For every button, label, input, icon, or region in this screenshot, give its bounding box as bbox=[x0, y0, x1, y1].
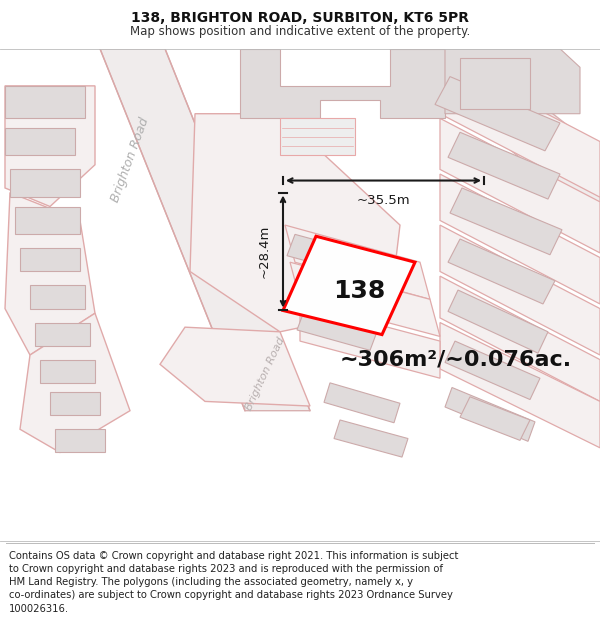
Polygon shape bbox=[292, 271, 375, 313]
Polygon shape bbox=[297, 309, 378, 351]
Polygon shape bbox=[445, 341, 540, 399]
Text: Brighton Road: Brighton Road bbox=[109, 116, 151, 204]
Polygon shape bbox=[5, 86, 95, 206]
Text: 138, BRIGHTON ROAD, SURBITON, KT6 5PR: 138, BRIGHTON ROAD, SURBITON, KT6 5PR bbox=[131, 11, 469, 25]
Polygon shape bbox=[20, 313, 130, 452]
Polygon shape bbox=[448, 132, 560, 199]
Polygon shape bbox=[450, 188, 562, 255]
Polygon shape bbox=[20, 248, 80, 271]
Polygon shape bbox=[285, 225, 430, 299]
Polygon shape bbox=[445, 49, 580, 114]
Polygon shape bbox=[50, 392, 100, 416]
Polygon shape bbox=[5, 192, 95, 355]
Text: Map shows position and indicative extent of the property.: Map shows position and indicative extent… bbox=[130, 25, 470, 38]
Polygon shape bbox=[440, 276, 600, 401]
Polygon shape bbox=[55, 429, 105, 452]
Text: ~28.4m: ~28.4m bbox=[258, 225, 271, 278]
Polygon shape bbox=[280, 118, 355, 156]
Text: Brighton Road: Brighton Road bbox=[244, 336, 286, 412]
Polygon shape bbox=[5, 127, 75, 156]
Text: ~306m²/~0.076ac.: ~306m²/~0.076ac. bbox=[340, 349, 572, 369]
Polygon shape bbox=[300, 304, 440, 378]
Polygon shape bbox=[283, 236, 415, 334]
Polygon shape bbox=[160, 327, 310, 406]
Polygon shape bbox=[390, 49, 600, 225]
Polygon shape bbox=[40, 359, 95, 383]
Polygon shape bbox=[100, 49, 310, 411]
Polygon shape bbox=[190, 114, 400, 332]
Polygon shape bbox=[445, 388, 535, 441]
Polygon shape bbox=[10, 169, 80, 198]
Polygon shape bbox=[440, 225, 600, 355]
Polygon shape bbox=[334, 420, 408, 457]
Polygon shape bbox=[435, 77, 560, 151]
Polygon shape bbox=[440, 118, 600, 253]
Polygon shape bbox=[448, 239, 555, 304]
Polygon shape bbox=[15, 206, 80, 234]
Polygon shape bbox=[324, 383, 400, 423]
Text: ~35.5m: ~35.5m bbox=[356, 194, 410, 206]
Polygon shape bbox=[440, 322, 600, 448]
Text: Contains OS data © Crown copyright and database right 2021. This information is : Contains OS data © Crown copyright and d… bbox=[9, 551, 458, 614]
Polygon shape bbox=[460, 58, 530, 109]
Polygon shape bbox=[440, 174, 600, 304]
Polygon shape bbox=[460, 397, 530, 441]
Polygon shape bbox=[35, 322, 90, 346]
Polygon shape bbox=[5, 86, 85, 118]
Polygon shape bbox=[287, 234, 370, 276]
Text: 138: 138 bbox=[333, 279, 385, 302]
Polygon shape bbox=[440, 58, 600, 198]
Polygon shape bbox=[448, 290, 548, 353]
Polygon shape bbox=[290, 262, 440, 336]
Polygon shape bbox=[240, 49, 445, 118]
Polygon shape bbox=[30, 286, 85, 309]
